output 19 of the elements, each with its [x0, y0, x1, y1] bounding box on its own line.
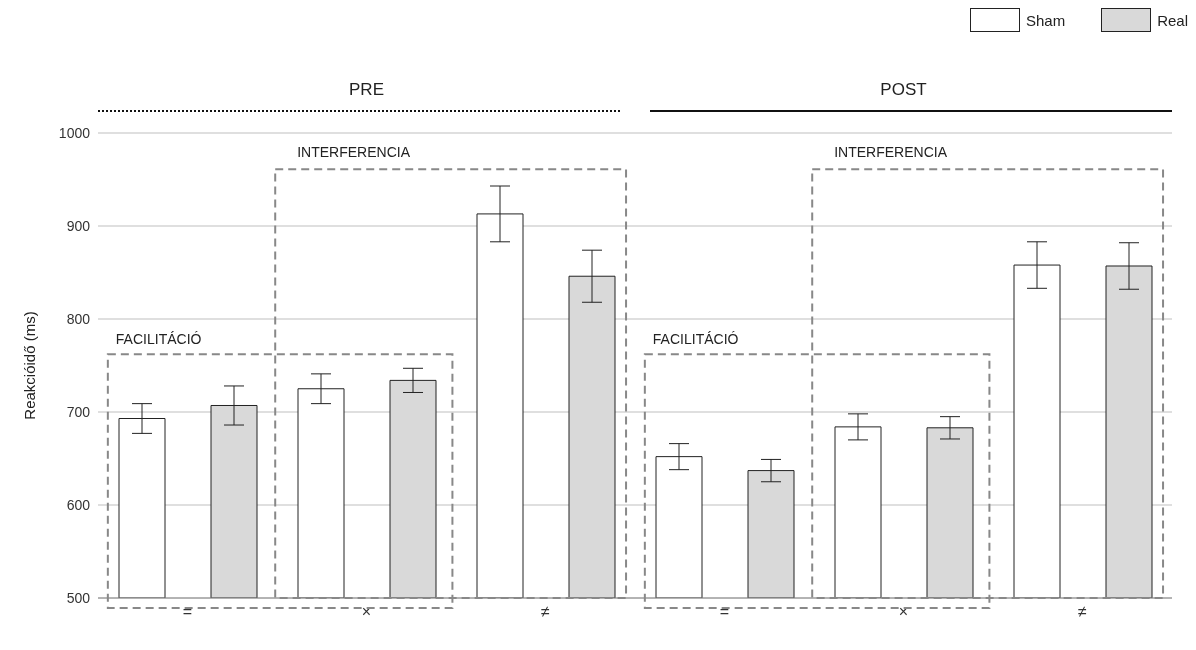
y-tick-label: 1000 — [58, 124, 91, 141]
annotation: FACILITÁCIÓ — [115, 331, 202, 348]
x-tick-label: ≠ — [541, 603, 551, 621]
annotation: FACILITÁCIÓ — [652, 331, 739, 348]
y-tick-label: 700 — [66, 403, 91, 420]
legend-label: Real — [1157, 11, 1188, 29]
x-tick-label: = — [719, 603, 730, 621]
text: POST — [880, 80, 927, 99]
annotation: INTERFERENCIA — [834, 144, 948, 161]
x-tick-label: = — [182, 603, 193, 621]
y-axis-title: Reakcióidő (ms) — [21, 311, 39, 420]
y-tick-label: 900 — [66, 217, 91, 234]
y-tick-label: 500 — [66, 589, 91, 606]
y-tick-label: 600 — [66, 496, 91, 513]
y-tick-label: 800 — [66, 310, 91, 327]
annotation: INTERFERENCIA — [297, 144, 411, 161]
x-tick-label: ≠ — [1078, 603, 1088, 621]
legend-label: Sham — [1025, 11, 1066, 29]
text: PRE — [349, 80, 384, 99]
